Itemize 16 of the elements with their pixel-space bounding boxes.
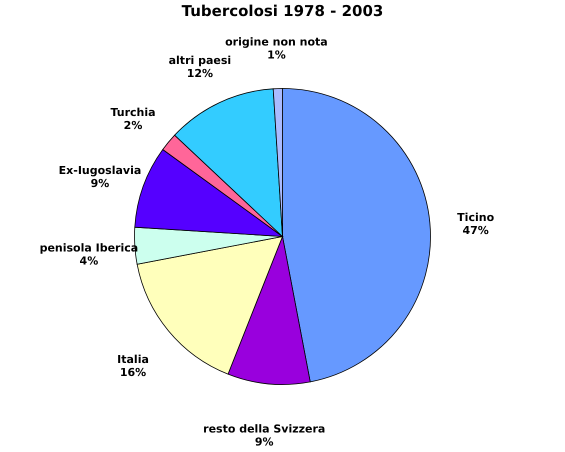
data-label: 1% <box>267 48 286 62</box>
chart-title: Tubercolosi 1978 - 2003 <box>182 2 384 20</box>
data-label: 2% <box>124 118 142 132</box>
slice-label: Ex-Iugoslavia <box>58 164 142 177</box>
data-label: 12% <box>186 66 214 80</box>
slice-label: Turchia <box>110 106 156 119</box>
data-label: 47% <box>462 224 489 238</box>
data-label: 4% <box>80 254 98 268</box>
data-label: 9% <box>254 436 274 449</box>
slice-label: Ticino <box>457 211 495 224</box>
slice-label: altri paesi <box>168 54 232 67</box>
slice-label: Italia <box>117 353 149 366</box>
slice-label: resto della Svizzera <box>203 422 326 436</box>
slice-label: origine non nota <box>225 36 328 49</box>
data-label: 9% <box>90 176 110 190</box>
data-label: 16% <box>120 366 146 380</box>
